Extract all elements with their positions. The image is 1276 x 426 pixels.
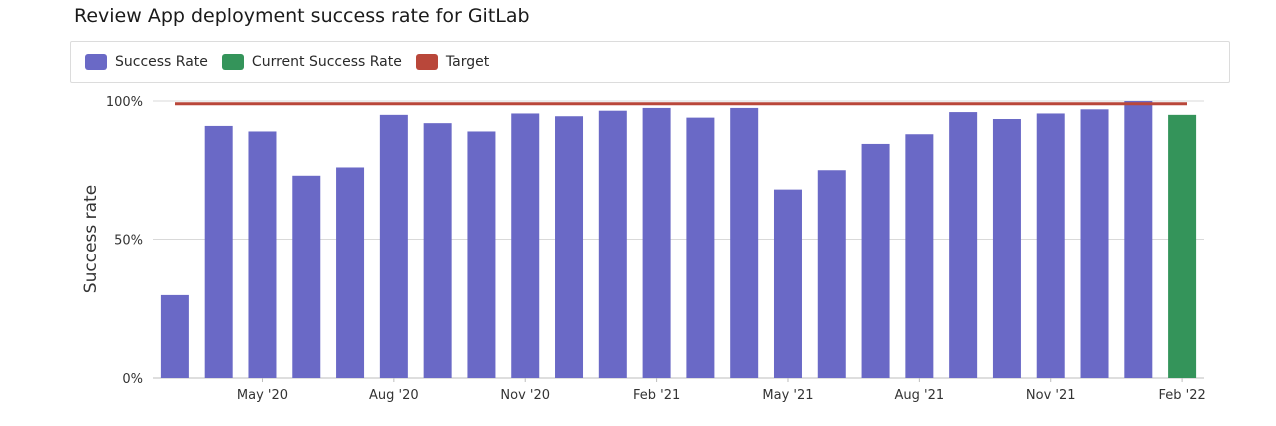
bar-success-rate[interactable]	[1124, 101, 1153, 378]
x-tick-label: Feb '22	[1158, 388, 1205, 403]
bar-success-rate[interactable]	[248, 131, 277, 378]
legend: Success Rate Current Success Rate Target	[70, 41, 1230, 83]
bar-success-rate[interactable]	[773, 189, 802, 378]
axis-layer: 0% 50% 100% May '20 Aug '20 Nov '20 Feb '21 May…	[106, 95, 1206, 403]
legend-swatch-success-rate	[85, 54, 107, 70]
bar-success-rate[interactable]	[686, 117, 715, 379]
bar-success-rate[interactable]	[160, 294, 189, 378]
x-tick-label: Feb '21	[633, 388, 680, 403]
bar-success-rate[interactable]	[379, 114, 408, 378]
x-tick-label: Nov '20	[500, 388, 550, 403]
bars-layer	[160, 101, 1197, 379]
bar-success-rate[interactable]	[1080, 109, 1109, 378]
x-tick-label: Aug '21	[895, 388, 945, 403]
bar-success-rate[interactable]	[511, 113, 540, 378]
bar-success-rate[interactable]	[292, 175, 321, 378]
bar-success-rate[interactable]	[598, 110, 627, 378]
bar-success-rate[interactable]	[1036, 113, 1065, 378]
legend-label-target: Target	[445, 54, 490, 70]
x-tick-label: Nov '21	[1026, 388, 1076, 403]
y-tick-label: 0%	[122, 372, 143, 387]
bar-success-rate[interactable]	[467, 131, 496, 378]
x-tick-label: Aug '20	[369, 388, 419, 403]
bar-success-rate[interactable]	[336, 167, 365, 378]
y-tick-label: 100%	[106, 95, 143, 110]
legend-swatch-target	[415, 54, 438, 70]
x-tick-label: May '21	[762, 388, 813, 403]
bar-success-rate[interactable]	[992, 119, 1021, 378]
bar-success-rate[interactable]	[423, 123, 452, 378]
legend-item-success-rate[interactable]: Success Rate	[85, 54, 208, 70]
bar-success-rate[interactable]	[949, 112, 978, 378]
bar-success-rate[interactable]	[861, 143, 890, 378]
legend-item-current-success-rate[interactable]: Current Success Rate	[221, 54, 402, 70]
legend-item-target[interactable]: Target	[415, 54, 490, 70]
y-axis-title: Success rate	[81, 185, 101, 293]
bar-success-rate[interactable]	[642, 107, 671, 379]
bar-success-rate[interactable]	[730, 107, 759, 379]
chart-title: Review App deployment success rate for G…	[74, 5, 530, 27]
legend-label-current-success-rate: Current Success Rate	[251, 54, 402, 70]
grid-layer	[153, 100, 1204, 379]
legend-label-success-rate: Success Rate	[115, 54, 208, 70]
legend-swatch-current-success-rate	[221, 54, 244, 70]
bar-success-rate[interactable]	[905, 134, 934, 378]
bar-success-rate[interactable]	[204, 125, 233, 379]
bar-current-success-rate[interactable]	[1168, 114, 1197, 378]
y-tick-label: 50%	[114, 234, 143, 249]
bar-success-rate[interactable]	[555, 116, 584, 379]
x-tick-label: May '20	[237, 388, 288, 403]
bar-success-rate[interactable]	[817, 170, 846, 378]
